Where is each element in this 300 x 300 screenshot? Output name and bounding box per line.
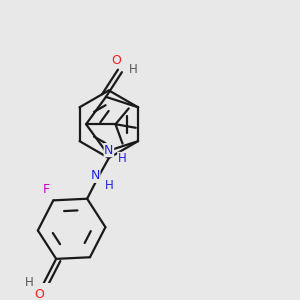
Text: F: F	[43, 183, 50, 196]
Text: O: O	[34, 289, 44, 300]
Text: N: N	[91, 169, 100, 182]
Text: H: H	[118, 152, 127, 165]
Text: H: H	[105, 179, 114, 192]
Text: H: H	[25, 276, 34, 289]
Text: O: O	[112, 55, 122, 68]
Text: N: N	[104, 144, 114, 157]
Text: H: H	[129, 63, 138, 76]
